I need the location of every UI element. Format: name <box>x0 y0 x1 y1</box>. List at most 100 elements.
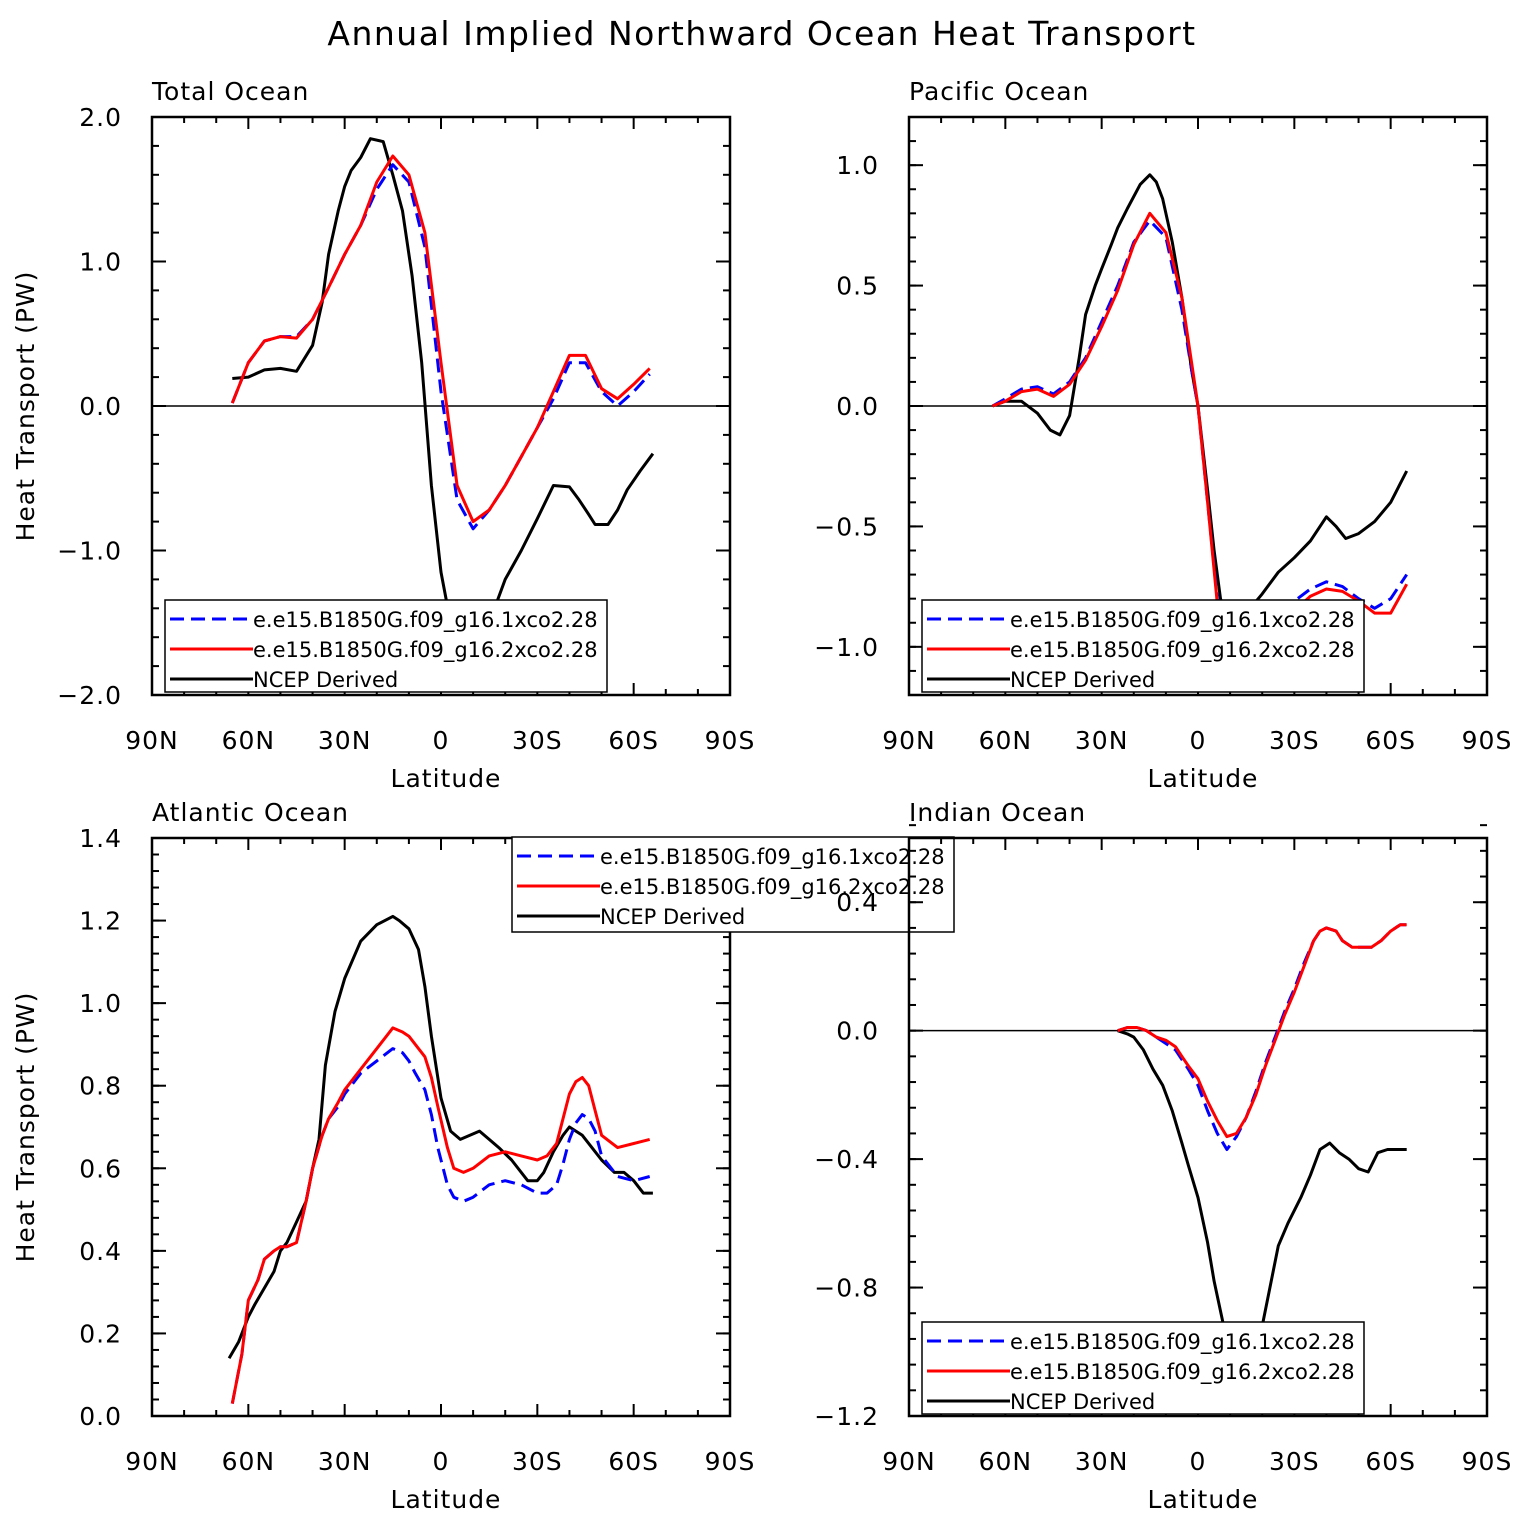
x-tick-label: 90S <box>705 1447 756 1476</box>
series-line-3 <box>991 173 1409 630</box>
x-tick-label: 60S <box>1365 1447 1416 1476</box>
y-tick-label: −0.4 <box>814 1145 879 1174</box>
y-tick-label: 0.4 <box>836 888 879 917</box>
x-tick-label: 60N <box>222 726 276 755</box>
x-tick-label: 30S <box>1269 726 1320 755</box>
panel-title: Pacific Ocean <box>909 77 1089 106</box>
y-tick-label: −1.2 <box>814 1402 879 1431</box>
y-axis-label: Heat Transport (PW) <box>11 271 40 542</box>
figure-title: Annual Implied Northward Ocean Heat Tran… <box>327 14 1196 53</box>
y-tick-label: 0.0 <box>836 1017 879 1046</box>
legend: e.e15.B1850G.f09_g16.1xco2.28 e.e15.B1850… <box>921 599 1365 693</box>
x-tick-label: 0 <box>433 1447 450 1476</box>
y-tick-label: −1.0 <box>57 537 122 566</box>
series-line-2 <box>1117 923 1407 1139</box>
legend-label-1: e.e15.B1850G.f09_g16.1xco2.28 <box>1010 1330 1355 1355</box>
y-tick-label: 1.0 <box>79 248 122 277</box>
x-tick-label: 30N <box>318 1447 372 1476</box>
panel-total-ocean: Total Ocean 90N 60N 30N 0 30S 60S 90S −2.0 −1.0 0.… <box>11 77 756 793</box>
legend-label-2: e.e15.B1850G.f09_g16.2xco2.28 <box>600 875 945 900</box>
y-tick-label: −0.5 <box>814 512 879 541</box>
x-tick-label: 90N <box>882 1447 936 1476</box>
x-tick-label: 30N <box>1075 1447 1129 1476</box>
y-tick-label: 0.0 <box>836 392 879 421</box>
legend-label-3: NCEP Derived <box>1010 668 1155 692</box>
legend-box <box>921 599 1365 693</box>
panel-title: Total Ocean <box>151 77 309 106</box>
y-tick-label: 0.5 <box>836 272 879 301</box>
plot-frame <box>907 115 1489 697</box>
series-line-2 <box>991 211 1409 668</box>
plot-frame <box>150 115 732 697</box>
x-tick-label: 30N <box>318 726 372 755</box>
series-line-2 <box>230 154 651 524</box>
y-axis-label: Heat Transport (PW) <box>11 992 40 1263</box>
legend-label-1: e.e15.B1850G.f09_g16.1xco2.28 <box>253 608 598 633</box>
series-line-3 <box>232 137 655 651</box>
x-tick-label: 90N <box>125 726 179 755</box>
series-line-3 <box>227 914 653 1359</box>
x-tick-label: 60S <box>608 726 659 755</box>
x-tick-label: 60N <box>979 726 1033 755</box>
x-tick-label: 0 <box>433 726 450 755</box>
series-line-1 <box>1117 923 1407 1151</box>
y-tick-label: 0.0 <box>79 392 122 421</box>
legend-label-2: e.e15.B1850G.f09_g16.2xco2.28 <box>1010 638 1355 663</box>
series-line-1 <box>230 163 651 531</box>
x-tick-label: 30S <box>1269 1447 1320 1476</box>
panel-title: Atlantic Ocean <box>152 798 349 827</box>
y-tick-label: 1.2 <box>79 907 122 936</box>
legend-label-2: e.e15.B1850G.f09_g16.2xco2.28 <box>1010 1360 1355 1385</box>
y-tick-label: 0.0 <box>79 1402 122 1431</box>
series-line-3 <box>1117 1029 1407 1373</box>
panel-title: Indian Ocean <box>909 798 1086 827</box>
x-axis-label: Latitude <box>391 764 502 793</box>
x-axis-label: Latitude <box>1148 764 1259 793</box>
x-tick-label: 90N <box>882 726 936 755</box>
x-tick-label: 90S <box>705 726 756 755</box>
legend: e.e15.B1850G.f09_g16.1xco2.28 e.e15.B1850… <box>511 836 955 933</box>
legend-label-1: e.e15.B1850G.f09_g16.1xco2.28 <box>1010 608 1355 633</box>
x-tick-label: 0 <box>1190 1447 1207 1476</box>
x-axis-label: Latitude <box>1148 1485 1259 1514</box>
y-tick-label: 1.4 <box>79 824 122 853</box>
y-tick-label: −2.0 <box>57 681 122 710</box>
x-tick-label: 30S <box>512 1447 563 1476</box>
series-line-2 <box>230 1026 651 1404</box>
legend: e.e15.B1850G.f09_g16.1xco2.28 e.e15.B1850… <box>921 1321 1365 1415</box>
legend-label-1: e.e15.B1850G.f09_g16.1xco2.28 <box>600 845 945 870</box>
legend-label-3: NCEP Derived <box>1010 1390 1155 1414</box>
plot-frame <box>150 836 732 1418</box>
x-tick-label: 30S <box>512 726 563 755</box>
x-tick-label: 0 <box>1190 726 1207 755</box>
y-tick-label: 1.0 <box>836 151 879 180</box>
legend-box <box>921 1321 1365 1415</box>
x-axis-label: Latitude <box>391 1485 502 1514</box>
x-tick-label: 60N <box>222 1447 276 1476</box>
legend-label-3: NCEP Derived <box>253 668 398 692</box>
y-tick-label: 0.6 <box>79 1154 122 1183</box>
x-tick-label: 90S <box>1462 726 1513 755</box>
panel-pacific-ocean: Pacific Ocean 90N 60N 30N 0 30S 60S 90S −1.0 −0.5… <box>814 77 1513 793</box>
plot-frame <box>907 836 1489 1418</box>
y-tick-label: 2.0 <box>79 103 122 132</box>
x-tick-label: 90N <box>125 1447 179 1476</box>
x-tick-label: 60S <box>608 1447 659 1476</box>
y-tick-label: −0.8 <box>814 1274 879 1303</box>
x-tick-label: 60N <box>979 1447 1033 1476</box>
legend-label-3: NCEP Derived <box>600 905 745 929</box>
y-tick-label: 0.4 <box>79 1237 122 1266</box>
panel-indian-ocean: Indian Ocean 90N 60N 30N 0 30S 60S 90S −1.2 −0.8 −… <box>814 798 1513 1514</box>
panel-atlantic-ocean: Atlantic Ocean 90N 60N 30N 0 30S 60S 90S 0.0 0.2 0… <box>11 798 955 1514</box>
x-tick-label: 60S <box>1365 726 1416 755</box>
x-tick-label: 90S <box>1462 1447 1513 1476</box>
legend-label-2: e.e15.B1850G.f09_g16.2xco2.28 <box>253 638 598 663</box>
y-tick-label: 0.2 <box>79 1319 122 1348</box>
legend-box <box>164 599 608 693</box>
y-tick-label: 0.8 <box>79 1072 122 1101</box>
x-tick-label: 30N <box>1075 726 1129 755</box>
y-tick-label: −1.0 <box>814 633 879 662</box>
legend: e.e15.B1850G.f09_g16.1xco2.28 e.e15.B1850… <box>164 599 608 693</box>
y-tick-label: 1.0 <box>79 989 122 1018</box>
